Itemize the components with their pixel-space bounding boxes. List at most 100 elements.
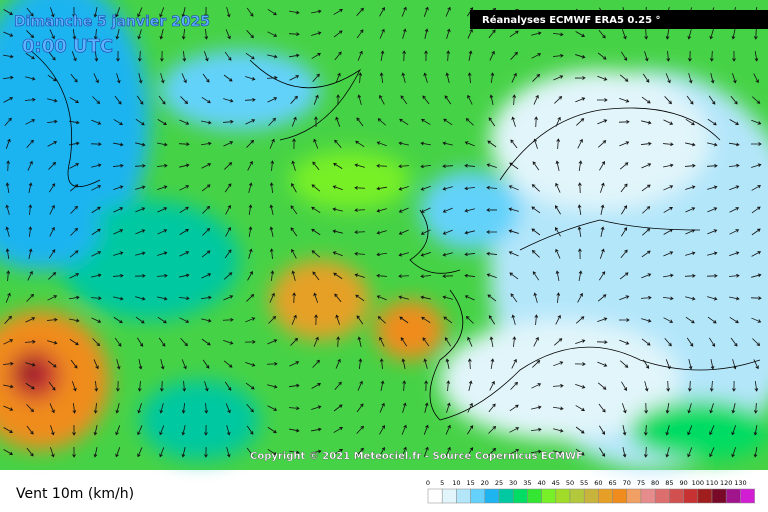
wind-arrow xyxy=(137,425,143,436)
legend-swatch xyxy=(484,488,500,504)
wind-arrow xyxy=(446,50,451,62)
wind-arrow xyxy=(224,381,232,391)
wind-arrow xyxy=(532,360,541,368)
wind-arrow xyxy=(641,250,651,258)
wind-arrow xyxy=(157,207,168,213)
wind-arrow xyxy=(49,204,55,215)
wind-arrow xyxy=(379,358,384,370)
wind-arrow xyxy=(113,207,124,213)
wind-arrow xyxy=(182,380,187,392)
wind-arrow xyxy=(289,75,300,81)
wind-arrow xyxy=(597,119,608,125)
wind-arrow xyxy=(179,119,190,125)
wind-arrow xyxy=(379,447,385,457)
wind-arrow xyxy=(201,318,212,323)
wind-arrow xyxy=(204,381,209,392)
wind-arrow xyxy=(732,359,737,370)
wind-arrow xyxy=(575,316,585,324)
wind-arrow xyxy=(619,295,630,301)
wind-arrow xyxy=(47,340,58,345)
wind-arrow xyxy=(399,118,409,126)
wind-arrow xyxy=(599,425,606,435)
wind-arrow xyxy=(445,424,451,435)
wind-arrow xyxy=(267,448,277,456)
wind-arrow xyxy=(464,230,475,235)
wind-arrow xyxy=(357,94,362,105)
wind-arrow xyxy=(69,273,80,279)
wind-arrow xyxy=(468,380,473,391)
wind-arrow xyxy=(47,141,58,147)
wind-arrow xyxy=(512,94,517,106)
wind-arrow xyxy=(707,118,717,126)
wind-arrow xyxy=(48,249,56,259)
wind-arrow xyxy=(379,425,385,435)
wind-arrow xyxy=(420,141,431,146)
wind-arrow xyxy=(245,76,256,81)
wind-arrow xyxy=(379,72,384,84)
wind-arrow xyxy=(202,73,210,83)
wind-arrow xyxy=(728,163,740,168)
wind-arrow xyxy=(622,425,627,436)
wind-arrow xyxy=(159,380,164,392)
wind-arrow xyxy=(619,162,629,170)
wind-arrow xyxy=(245,382,255,390)
wind-arrow xyxy=(311,184,321,192)
legend-label: 60 xyxy=(594,479,602,487)
wind-arrow xyxy=(665,359,671,370)
wind-arrow xyxy=(355,294,365,302)
wind-arrow xyxy=(358,358,363,370)
wind-arrow xyxy=(136,95,144,105)
wind-arrow xyxy=(46,317,58,322)
wind-arrow xyxy=(644,402,649,414)
wind-arrow xyxy=(684,163,696,168)
wind-arrow xyxy=(311,31,322,36)
wind-arrow xyxy=(490,358,495,369)
legend-swatch xyxy=(541,488,557,504)
wind-arrow xyxy=(312,359,320,368)
wind-arrow xyxy=(222,317,234,322)
wind-arrow xyxy=(248,226,253,238)
wind-arrow xyxy=(685,296,696,301)
wind-arrow xyxy=(710,359,715,370)
wind-arrow xyxy=(575,405,585,411)
wind-arrow xyxy=(379,402,385,413)
wind-arrow xyxy=(114,95,122,105)
wind-arrow xyxy=(137,50,142,62)
wind-arrow xyxy=(664,96,672,105)
wind-arrow xyxy=(245,119,256,125)
wind-arrow xyxy=(600,204,605,215)
wind-arrow xyxy=(333,427,343,433)
wind-arrow xyxy=(578,248,582,260)
wind-arrow xyxy=(402,50,407,62)
wind-arrow xyxy=(706,274,718,278)
wind-arrow xyxy=(663,119,674,125)
wind-arrow xyxy=(160,73,165,84)
wind-arrow xyxy=(69,163,80,169)
wind-arrow xyxy=(178,142,190,147)
wind-arrow xyxy=(312,73,320,83)
wind-arrow xyxy=(181,73,187,84)
wind-arrow xyxy=(687,380,692,392)
coastlines xyxy=(29,49,761,421)
wind-arrow xyxy=(598,29,606,39)
wind-arrow xyxy=(510,139,518,149)
wind-arrow xyxy=(489,380,495,391)
wind-arrow xyxy=(641,338,651,346)
wind-arrow xyxy=(5,226,10,237)
legend-label: 50 xyxy=(566,479,574,487)
wind-arrow xyxy=(444,95,452,105)
wind-arrow xyxy=(641,163,652,169)
wind-arrow xyxy=(248,182,253,193)
wind-arrow xyxy=(25,53,35,60)
wind-arrow xyxy=(376,230,387,235)
wind-arrow xyxy=(420,274,432,279)
wind-arrow xyxy=(354,185,366,190)
wind-arrow xyxy=(137,403,142,414)
time-title: 0:00 UTC xyxy=(22,36,113,57)
wind-arrow xyxy=(334,381,342,391)
wind-arrow xyxy=(750,296,762,300)
wind-arrow xyxy=(354,251,366,256)
legend-label: 80 xyxy=(651,479,659,487)
wind-arrow xyxy=(709,50,714,62)
wind-arrow xyxy=(709,447,715,458)
